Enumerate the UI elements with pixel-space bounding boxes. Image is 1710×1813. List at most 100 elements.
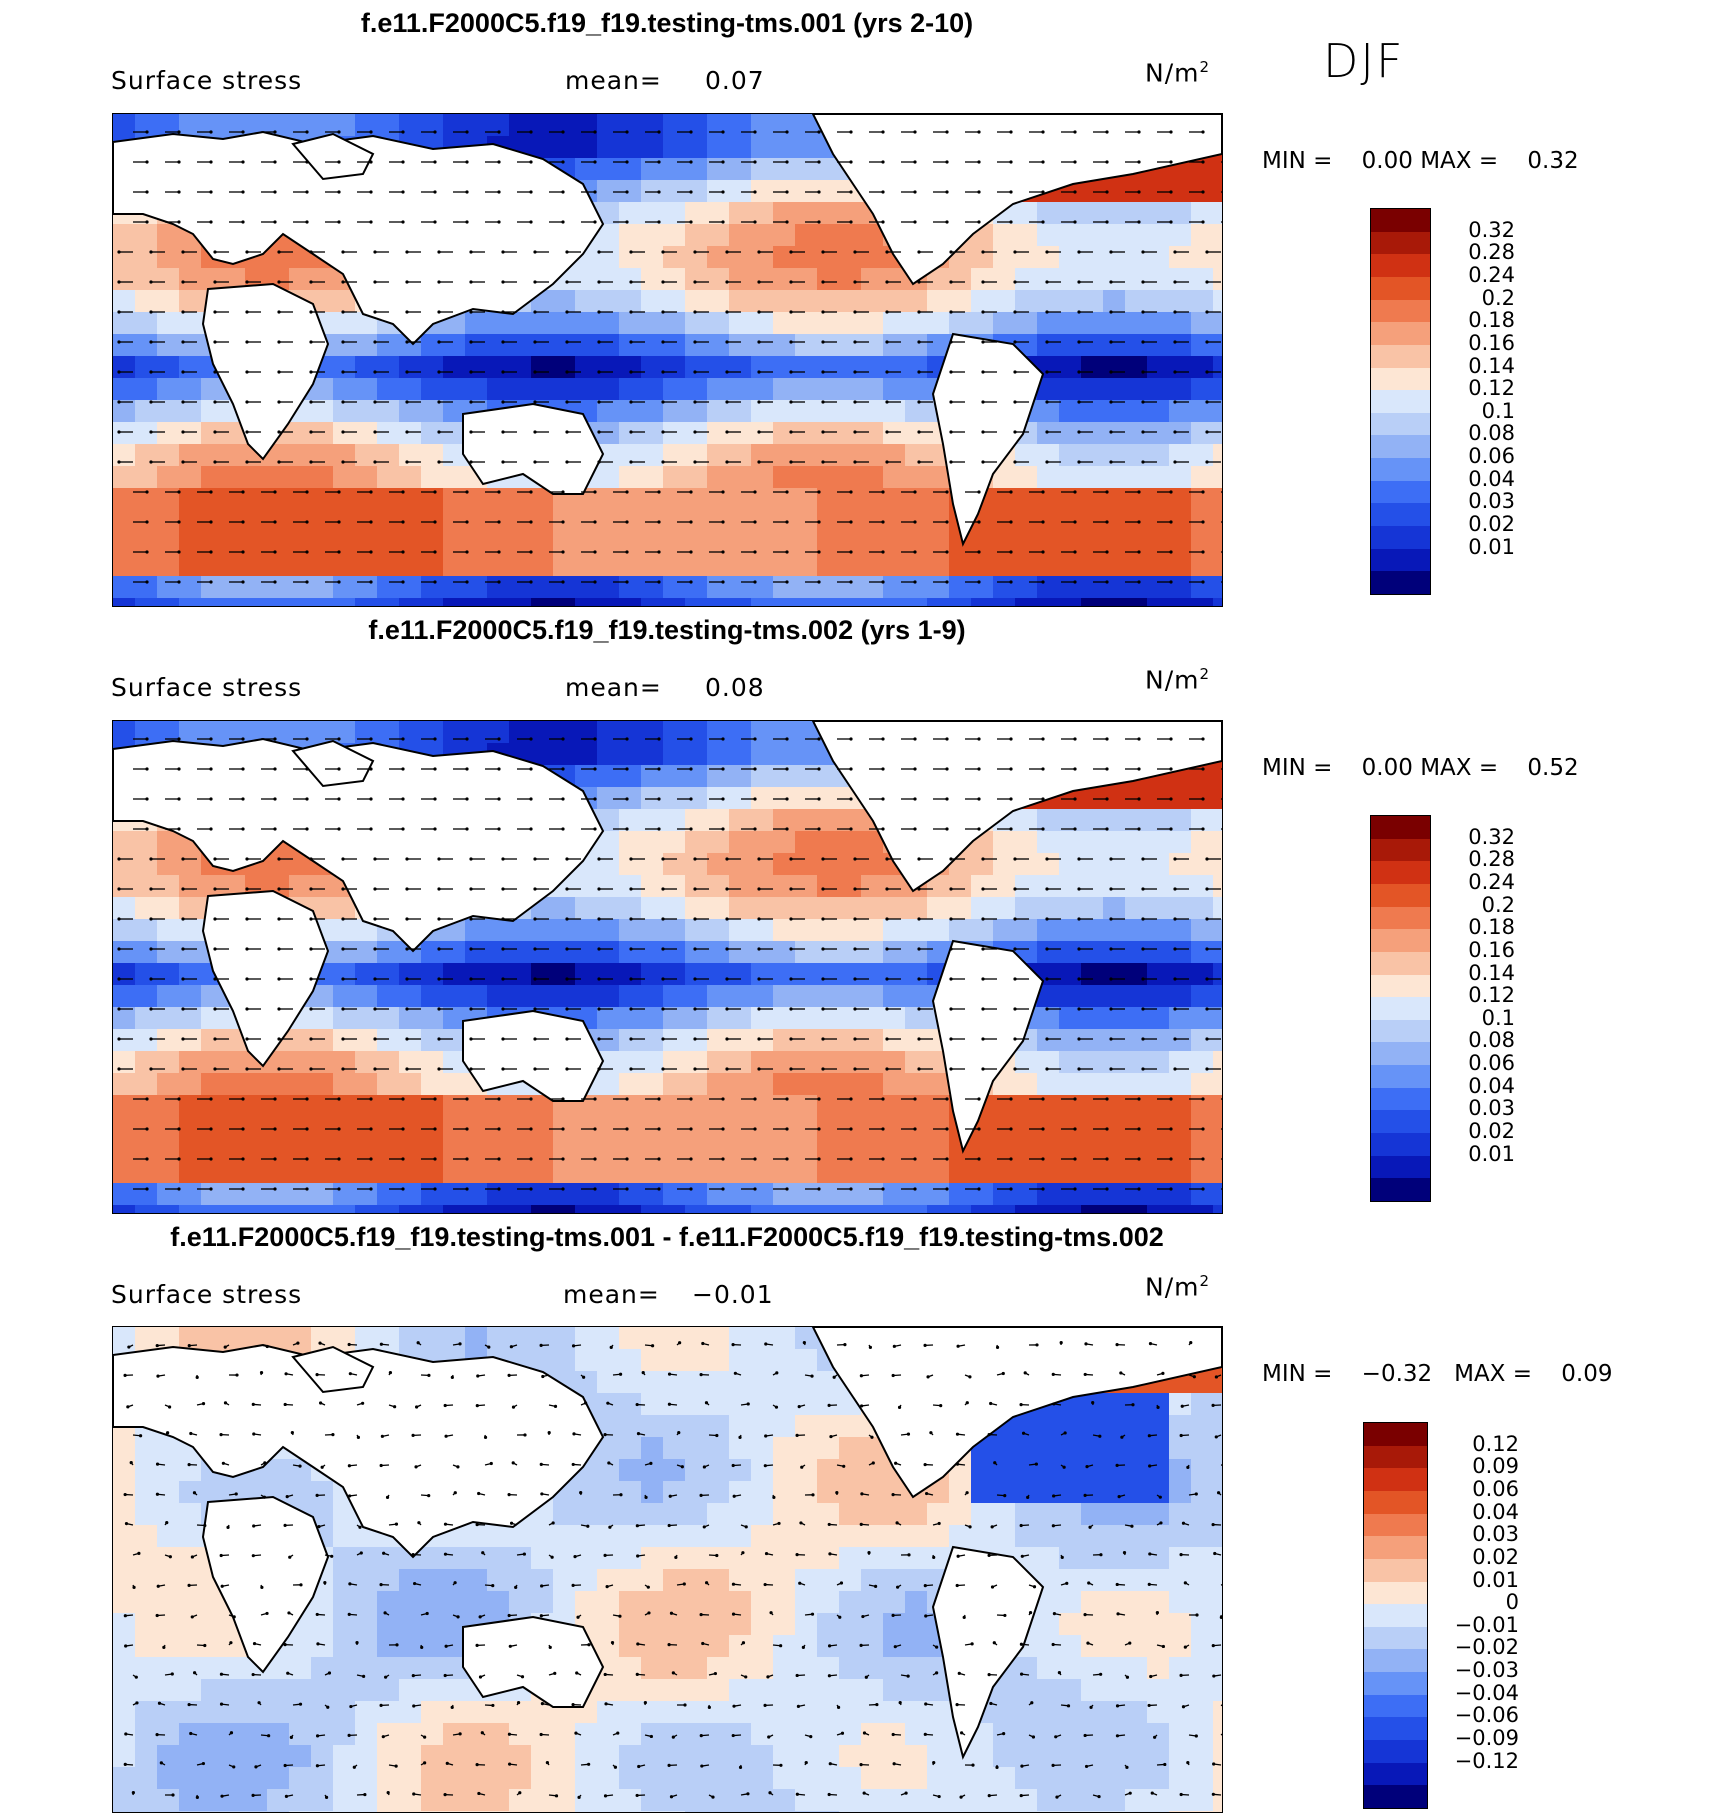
colorbar-swatch [1371, 367, 1430, 392]
vector-head [693, 280, 697, 284]
field-cell [795, 1393, 818, 1416]
field-cell [1059, 488, 1082, 511]
field-cell [839, 246, 862, 269]
field-cell [993, 532, 1016, 555]
field-cell [729, 356, 752, 379]
field-cell [861, 941, 884, 964]
colorbar-swatch [1371, 458, 1430, 482]
field-cell [421, 466, 444, 489]
vector-head [981, 280, 985, 284]
vector-head [437, 977, 441, 981]
field-cell [773, 743, 796, 766]
vector-head [853, 1037, 857, 1041]
vector-head [1105, 1187, 1109, 1191]
panel-3-units: N/m2 [1145, 1272, 1211, 1302]
field-cell [1191, 1073, 1214, 1096]
field-cell [399, 1327, 422, 1350]
vector-head [1045, 460, 1049, 464]
field-cell [223, 444, 246, 467]
field-cell [553, 554, 576, 577]
vector-head [369, 130, 373, 134]
field-cell [751, 422, 774, 445]
field-cell [883, 985, 906, 1008]
vector-head [177, 1187, 181, 1191]
vector-head [465, 190, 469, 194]
panel-1-field [113, 114, 1222, 606]
colorbar-swatch [1371, 1133, 1430, 1157]
field-cell [971, 1205, 994, 1213]
field-cell [421, 963, 444, 986]
field-cell [1015, 598, 1038, 606]
field-cell [663, 290, 686, 313]
vector-head [277, 1007, 281, 1011]
field-cell [1015, 1139, 1038, 1162]
vector-head [1169, 520, 1173, 524]
field-cell [685, 875, 708, 898]
land-mass [113, 130, 605, 346]
field-cell [707, 1183, 730, 1206]
field-cell [861, 268, 884, 291]
field-cell [355, 114, 378, 137]
vector-head [465, 1097, 469, 1101]
vector-head [881, 827, 885, 831]
vector-head [1201, 827, 1205, 831]
field-cell [113, 510, 136, 533]
vector-head [753, 490, 757, 494]
field-cell [289, 488, 312, 511]
field-cell [157, 1327, 180, 1350]
vector-head [657, 1097, 661, 1101]
field-cell [1213, 1073, 1222, 1096]
field-cell [1213, 466, 1222, 489]
vector-head [1205, 1037, 1209, 1041]
vector-head [657, 220, 661, 224]
field-cell [1191, 853, 1214, 876]
colorbar-swatch [1371, 276, 1430, 301]
field-cell [289, 422, 312, 445]
vector-head [497, 1097, 501, 1101]
field-cell [795, 224, 818, 247]
field-cell [641, 853, 664, 876]
vector-head [181, 947, 185, 951]
vector-head [145, 737, 149, 741]
field-cell [619, 1117, 642, 1140]
field-cell [377, 1183, 400, 1206]
field-cell [1213, 246, 1222, 269]
field-cell [927, 576, 950, 599]
field-cell [1169, 246, 1192, 269]
vector-head [433, 1127, 437, 1131]
field-cell [135, 268, 158, 291]
field-cell [685, 809, 708, 832]
field-cell [795, 1073, 818, 1096]
vector-head [625, 220, 629, 224]
vector-head [1201, 190, 1205, 194]
field-cell [597, 1349, 620, 1372]
field-cell [443, 378, 466, 401]
field-cell [135, 875, 158, 898]
field-cell [1191, 356, 1214, 379]
vector-head [981, 430, 985, 434]
field-cell [773, 1073, 796, 1096]
field-cell [377, 1095, 400, 1118]
vector-head [273, 190, 277, 194]
field-cell [1169, 290, 1192, 313]
vector-head [725, 310, 729, 314]
field-cell [201, 1073, 224, 1096]
field-cell [971, 576, 994, 599]
field-cell [575, 721, 598, 744]
vector-head [373, 280, 377, 284]
vector-head [341, 857, 345, 861]
field-cell [685, 1073, 708, 1096]
vector-head [945, 797, 949, 801]
vector-head [433, 797, 437, 801]
vector-head [753, 580, 757, 584]
field-cell [1213, 1051, 1222, 1074]
field-cell [773, 963, 796, 986]
vector-head [145, 160, 149, 164]
vector-head [1173, 250, 1177, 254]
field-cell [795, 743, 818, 766]
vector-head [497, 220, 501, 224]
field-cell [883, 598, 906, 606]
field-cell [465, 1205, 488, 1213]
field-cell [575, 1371, 598, 1394]
field-cell [707, 1029, 730, 1052]
